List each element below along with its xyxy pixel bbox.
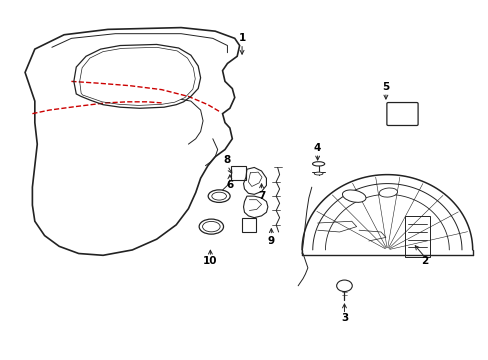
Text: 2: 2 [421,256,427,266]
Ellipse shape [208,190,230,202]
Bar [230,166,246,180]
Text: 6: 6 [226,180,233,190]
Text: 1: 1 [238,33,245,43]
Bar [405,216,429,257]
Bar [242,219,255,232]
Ellipse shape [312,162,324,166]
Ellipse shape [378,188,397,197]
Text: 9: 9 [267,236,274,246]
Ellipse shape [314,172,323,175]
Ellipse shape [202,221,220,232]
Ellipse shape [199,219,223,234]
Ellipse shape [342,190,365,202]
Text: 7: 7 [257,191,264,201]
FancyBboxPatch shape [386,103,417,126]
Circle shape [336,280,351,292]
Text: 10: 10 [203,256,217,266]
Text: 8: 8 [224,155,231,165]
Ellipse shape [211,192,226,200]
Text: 4: 4 [313,143,321,153]
Text: 3: 3 [340,313,347,323]
Text: 5: 5 [382,82,389,92]
